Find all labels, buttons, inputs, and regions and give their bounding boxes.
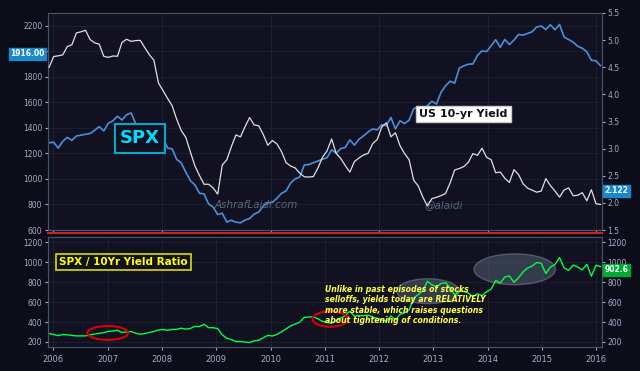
Text: SPX / 10Yr Yield Ratio: SPX / 10Yr Yield Ratio (59, 257, 188, 267)
Text: @alaidi: @alaidi (424, 200, 463, 210)
Text: 2.122: 2.122 (604, 186, 628, 195)
Ellipse shape (474, 254, 556, 285)
Text: SPX: SPX (120, 129, 160, 147)
Text: Unlike in past episodes of stocks
selloffs, yields today are RELATIVELY
more sta: Unlike in past episodes of stocks sellof… (324, 285, 486, 325)
Text: AshrafLaidi.com: AshrafLaidi.com (214, 200, 298, 210)
Text: US 10-yr Yield: US 10-yr Yield (419, 109, 508, 119)
Text: 1916.00: 1916.00 (10, 49, 45, 58)
Ellipse shape (397, 279, 459, 303)
Text: 902.6: 902.6 (604, 266, 628, 275)
